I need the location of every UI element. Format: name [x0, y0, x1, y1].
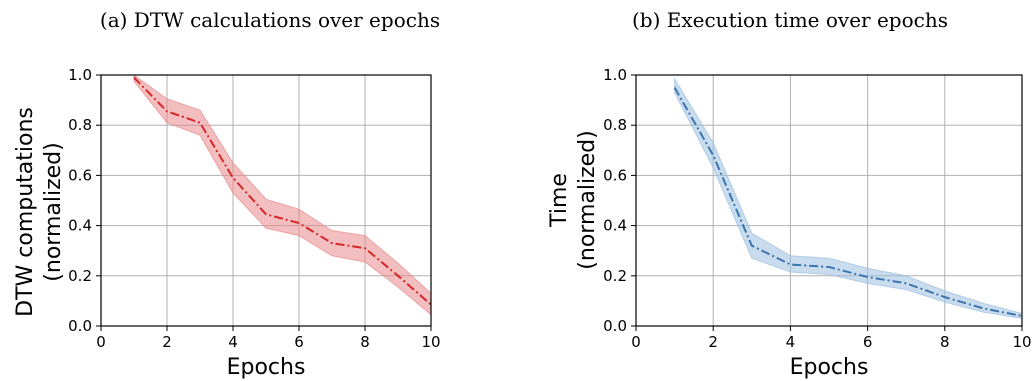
x-tick-label: 2 [708, 333, 718, 351]
y-tick-label: 0.0 [603, 317, 627, 335]
x-tick-label: 8 [940, 333, 950, 351]
confidence-band [674, 76, 1023, 320]
x-tick-label: 2 [162, 333, 172, 351]
y-tick-label: 0.4 [603, 217, 627, 235]
y-tick-label: 0.4 [68, 217, 92, 235]
y-axis-label-line-2: (normalized) [41, 142, 66, 281]
y-tick-label: 0.8 [603, 116, 627, 134]
y-tick-label: 0.8 [68, 116, 92, 134]
plot-frame [100, 74, 432, 327]
x-tick-label: 10 [421, 333, 440, 351]
y-tick-label: 1.0 [68, 66, 92, 84]
panel-execution-time: (b) Execution time over epochs 0 2 4 6 8 10 0.… [547, 8, 1032, 380]
x-tick-label: 8 [360, 333, 370, 351]
series-line-layer [133, 76, 432, 306]
x-axis-label: Epochs [227, 355, 306, 380]
series-line [673, 87, 1023, 317]
chart-title: (b) Execution time over epochs [632, 8, 948, 32]
x-tick-label: 4 [786, 333, 796, 351]
x-tick-label: 4 [228, 333, 238, 351]
plot-frame [635, 74, 1023, 327]
panel-dtw-calculations: (a) DTW calculations over epochs 0 2 4 6 8 10… [13, 8, 441, 380]
y-tick-label: 0.0 [68, 317, 92, 335]
y-axis-label-line-1: DTW computations [13, 107, 38, 317]
x-tick-label: 0 [631, 333, 641, 351]
series-line-layer [673, 87, 1023, 317]
confidence-band [133, 74, 432, 316]
x-tick-label: 10 [1012, 333, 1031, 351]
y-tick-label: 0.6 [68, 166, 92, 184]
confidence-band-layer [133, 74, 432, 316]
series-line [133, 76, 432, 306]
y-tick-label: 1.0 [603, 66, 627, 84]
y-tick-label: 0.2 [603, 267, 627, 285]
y-tick-label: 0.6 [603, 166, 627, 184]
x-tick-label: 6 [863, 333, 873, 351]
x-tick-label: 0 [96, 333, 106, 351]
chart-title: (a) DTW calculations over epochs [100, 8, 440, 32]
y-axis-label-line-2: (normalized) [575, 130, 600, 269]
axis-ticks: 0 2 4 6 8 10 0.0 0.2 0.4 0.6 0.8 1.0 [68, 66, 440, 351]
y-axis-label-line-1: Time [547, 173, 572, 228]
confidence-band-layer [674, 76, 1023, 320]
x-tick-label: 6 [294, 333, 304, 351]
axis-ticks: 0 2 4 6 8 10 0.0 0.2 0.4 0.6 0.8 1.0 [603, 66, 1031, 351]
x-axis-label: Epochs [790, 355, 869, 380]
y-tick-label: 0.2 [68, 267, 92, 285]
